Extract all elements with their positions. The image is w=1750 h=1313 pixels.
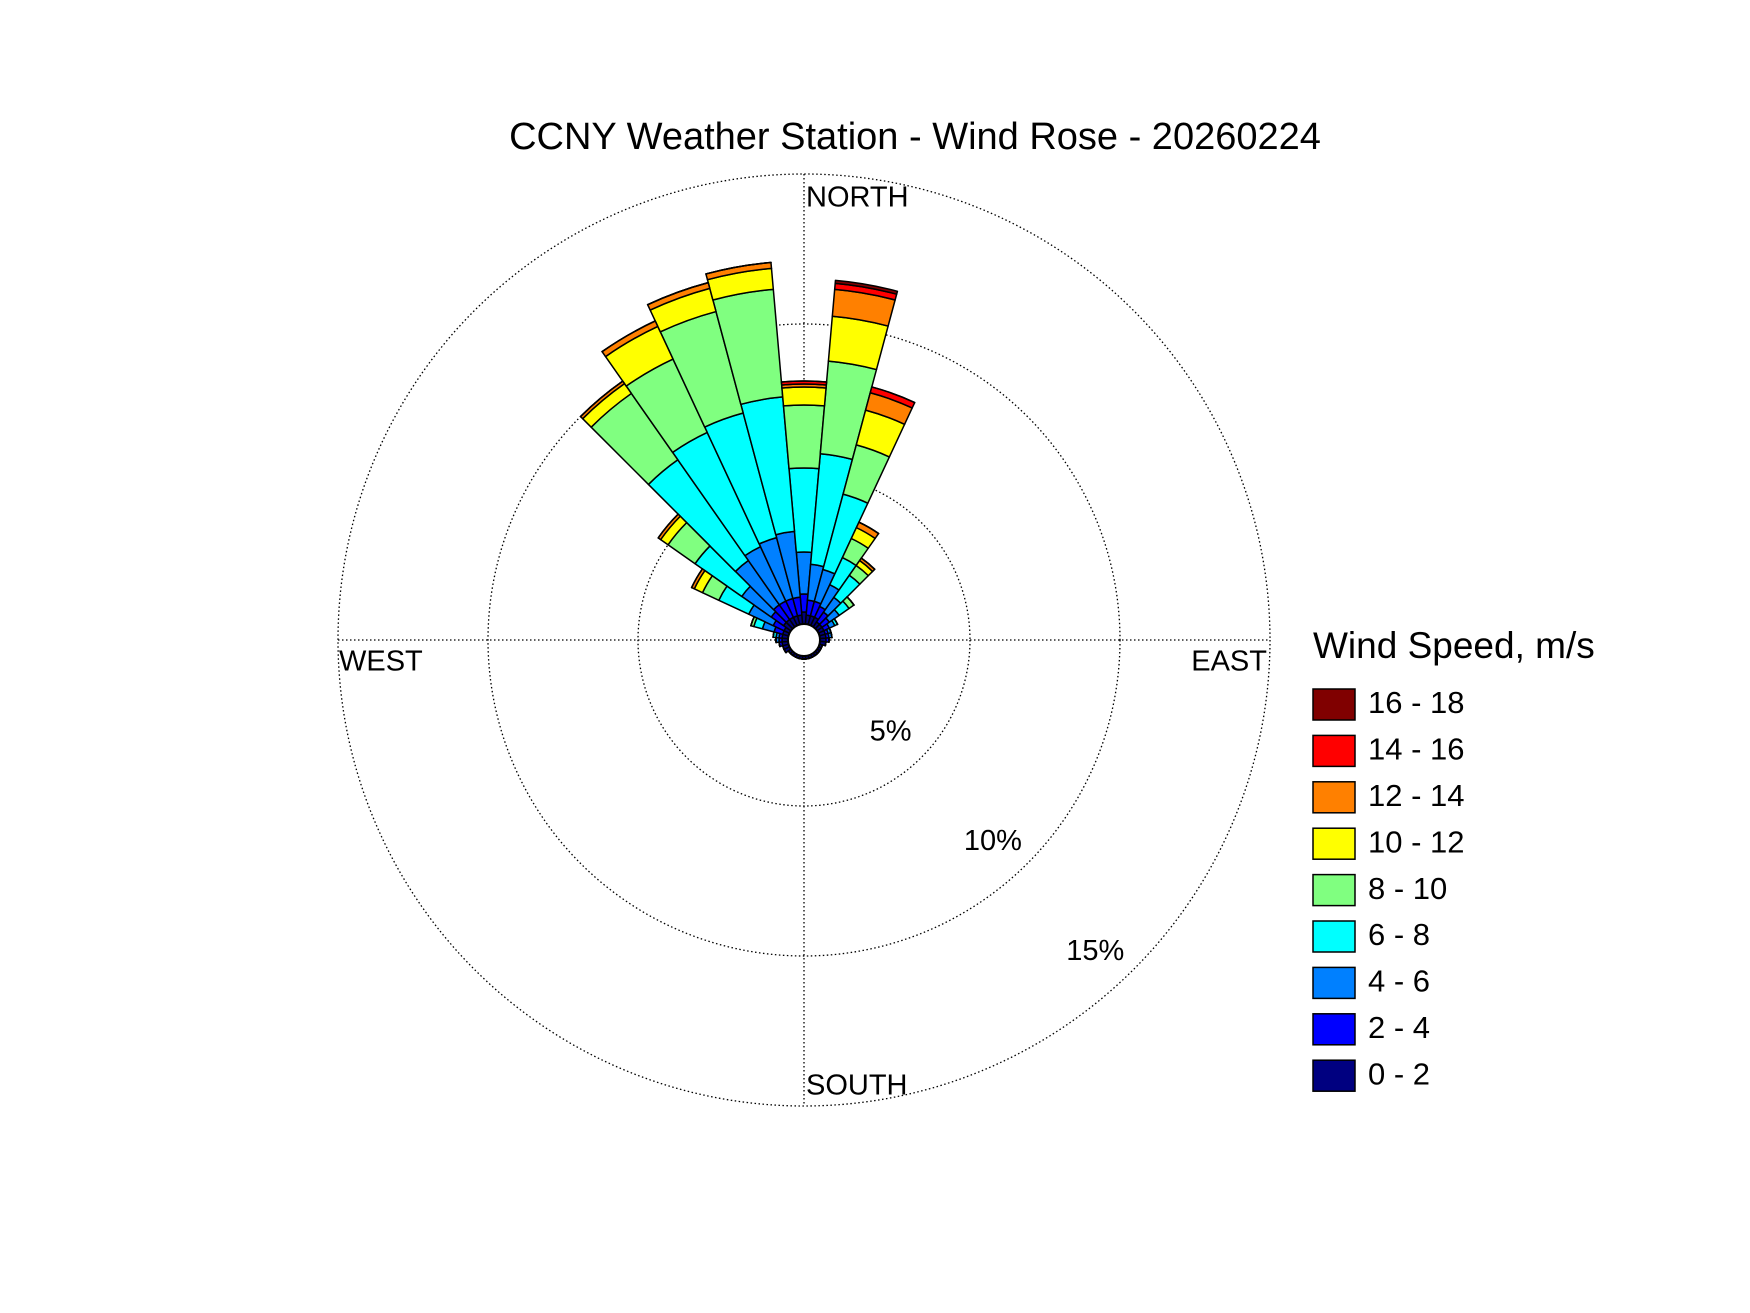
wedge-segment (750, 616, 755, 627)
legend-label: 2 - 4 (1368, 1010, 1430, 1045)
grid-ring (637, 473, 971, 807)
wedge-segment (833, 618, 839, 626)
legend-label: 10 - 12 (1368, 824, 1465, 859)
wedge-segment (657, 513, 679, 539)
wedge-segment (705, 261, 772, 275)
wedge-segment (778, 641, 781, 648)
legend-swatch (1312, 873, 1356, 907)
legend-swatch (1312, 827, 1356, 860)
wedge-segment (860, 557, 876, 571)
wedge-segment (601, 320, 656, 353)
wedge-segment (579, 380, 624, 418)
wedge-segment (780, 380, 828, 383)
wedge-segment (858, 521, 880, 535)
wedge-segment (782, 404, 826, 470)
bars (579, 261, 916, 660)
grid (337, 173, 1271, 1107)
legend-label: 12 - 14 (1368, 778, 1465, 813)
legend-label: 6 - 8 (1368, 917, 1430, 952)
wedge-segment (781, 386, 827, 407)
legend-swatch (1312, 781, 1356, 814)
legend-label: 16 - 18 (1368, 685, 1465, 720)
wedge-segment (834, 279, 899, 295)
ring-label: 5% (870, 716, 912, 748)
legend-swatch (1312, 734, 1356, 768)
compass-label: WEST (339, 646, 423, 678)
legend-swatch (1312, 1059, 1356, 1092)
grid-ring (337, 173, 1271, 1107)
legend-label: 14 - 16 (1368, 732, 1465, 767)
grid-ring (487, 323, 1121, 957)
wedge-segment (871, 386, 916, 404)
wedge-segment (782, 644, 785, 651)
ring-label: 10% (964, 825, 1022, 857)
legend-label: 4 - 6 (1368, 964, 1430, 999)
legend-swatch (1312, 966, 1356, 1000)
legend-swatch (1312, 1013, 1356, 1046)
compass-label: SOUTH (806, 1070, 908, 1102)
wedge-segment (646, 281, 709, 306)
chart-title: CCNY Weather Station - Wind Rose - 20260… (509, 116, 1321, 158)
legend-swatch (1312, 688, 1356, 721)
wedge-segment (787, 650, 792, 655)
compass-label: NORTH (806, 182, 909, 214)
legend-title: Wind Speed, m/s (1313, 625, 1595, 666)
compass-label: EAST (1191, 646, 1267, 678)
wedge-segment (772, 631, 775, 639)
legend-label: 0 - 2 (1368, 1056, 1430, 1091)
wedge-segment (690, 568, 704, 589)
wedge-segment (824, 641, 827, 647)
wedge-segment (830, 632, 833, 639)
center-hole (787, 623, 821, 657)
legend-label: 8 - 10 (1368, 871, 1447, 906)
ring-label: 15% (1066, 935, 1124, 967)
legend-swatch (1312, 920, 1356, 953)
wedge-segment (846, 596, 855, 606)
